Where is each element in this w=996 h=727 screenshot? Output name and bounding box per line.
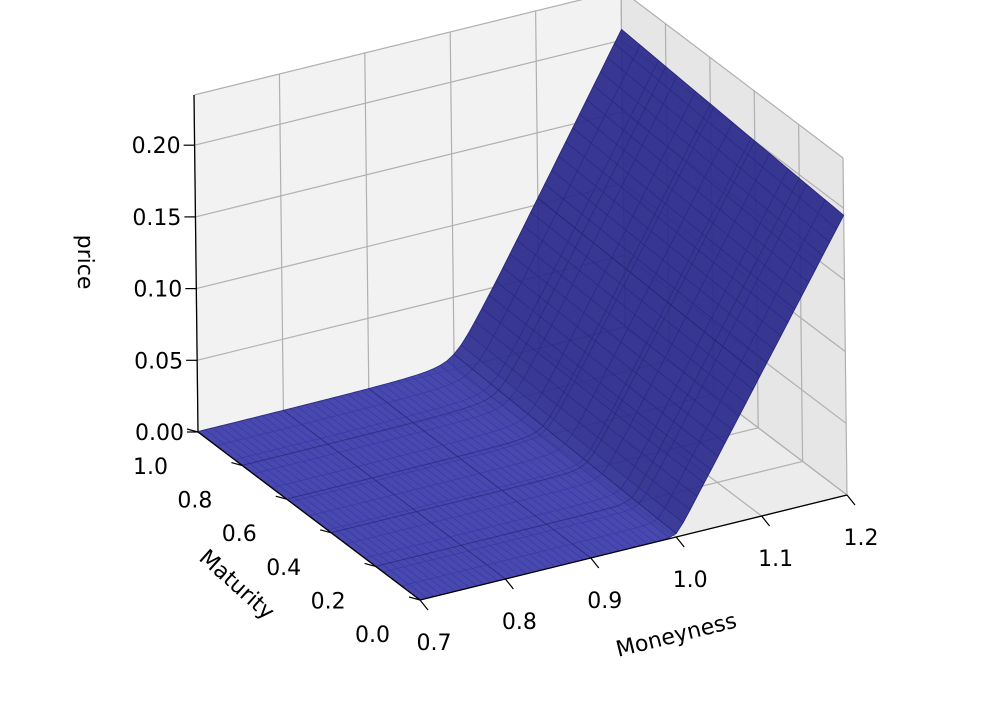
x-tick [675, 536, 685, 548]
y-tick [364, 562, 376, 567]
y-tick-label: 0.8 [177, 489, 212, 514]
x-tick-label: 1.2 [844, 526, 879, 551]
y-tick-label: 0.6 [222, 522, 257, 547]
surface-wire-x [453, 353, 677, 534]
y-tick [275, 495, 287, 500]
x-tick [846, 494, 856, 506]
x-tick-label: 0.8 [502, 610, 537, 635]
z-tick-label: 0.20 [132, 134, 181, 159]
gridline-back-x [449, 31, 455, 370]
gridline-back-z [195, 111, 623, 218]
surface-wire-x [537, 197, 761, 377]
z-tick-label: 0.00 [135, 421, 184, 446]
z-tick-label: 0.05 [134, 349, 183, 374]
z-tick-label: 0.15 [132, 206, 181, 231]
gridline-side-y [842, 157, 848, 496]
y-tick-label: 0.0 [355, 623, 390, 648]
gridline-back-z [194, 39, 622, 146]
y-tick-label: 0.2 [311, 589, 346, 614]
pane-edge [193, 0, 583, 96]
z-axis-label: price [72, 235, 97, 290]
y-tick [320, 529, 332, 534]
x-tick-label: 1.0 [673, 568, 708, 593]
surface-wire-x [283, 409, 506, 580]
gridline-back-x [278, 73, 284, 412]
x-tick-label: 1.1 [758, 547, 793, 572]
y-tick [408, 596, 421, 601]
surface-wire-y [331, 140, 756, 534]
surface-wire-y [197, 29, 622, 432]
surface-wire-y [375, 177, 800, 567]
x-tick [504, 578, 514, 590]
surface-wire-x [368, 388, 592, 559]
y-tick-label: 0.4 [266, 556, 301, 581]
y-axis-line [197, 431, 421, 601]
x-axis-label: Moneyness [614, 609, 740, 663]
x-tick-label: 0.7 [417, 631, 452, 656]
z-axis-line [193, 94, 199, 433]
y-tick [231, 462, 243, 467]
x-tick [590, 557, 600, 569]
axis-ticks [183, 144, 856, 611]
x-tick-label: 0.9 [587, 589, 622, 614]
surface-wire-y [242, 66, 667, 466]
surface-wire-y [286, 103, 711, 500]
pane-edge [633, 0, 844, 159]
y-tick-label: 1.0 [133, 455, 168, 480]
surface-wire-x [621, 29, 844, 216]
axis-lines [193, 94, 848, 601]
gridline-back-x [364, 52, 370, 391]
x-tick [761, 515, 771, 527]
z-tick-label: 0.10 [133, 278, 182, 303]
x-axis-line [419, 494, 848, 601]
x-tick [419, 599, 429, 611]
price-surface [197, 28, 845, 601]
tick-labels: 0.7 0.8 0.9 1.0 1.1 1.2 0.0 0.2 0.4 0.6 0.8 1.0 0.00… [132, 134, 879, 656]
